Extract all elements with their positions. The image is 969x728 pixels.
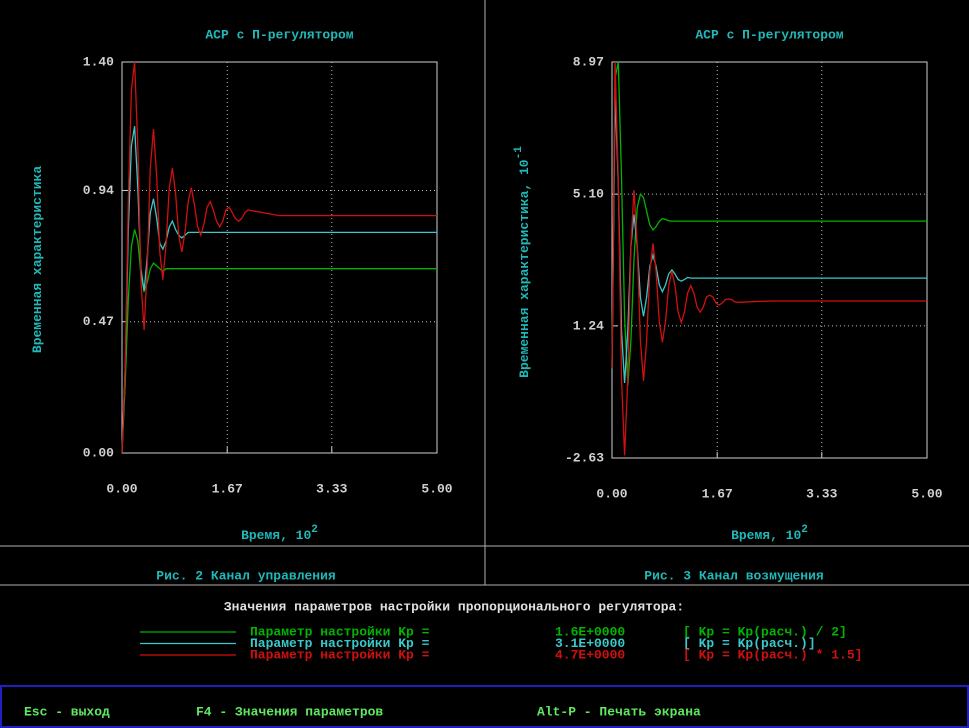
y-tick-label: -2.63 xyxy=(565,450,604,465)
y-tick-label: 0.47 xyxy=(83,314,114,329)
legend-value: 3.1E+0000 xyxy=(555,636,625,651)
y-tick-label: 1.24 xyxy=(573,318,604,333)
y-tick-label: 8.97 xyxy=(573,54,604,69)
x-axis-label-exp: 2 xyxy=(311,524,318,536)
x-axis-label: Время, 102 xyxy=(731,524,808,544)
footer-box xyxy=(0,685,969,728)
x-axis-label-text: Время, 10 xyxy=(731,528,801,543)
legend-note: [ Kp = Kp(расч.) / 2] xyxy=(683,624,847,639)
y-axis-label: Временная характеристика, 10-1 xyxy=(513,146,533,378)
y-tick-label: 0.94 xyxy=(83,183,114,198)
hotkey[interactable]: Alt-P - Печать экрана xyxy=(537,704,701,719)
x-tick-label: 3.33 xyxy=(316,481,347,496)
legend-note: [ Kp = Kp(расч.) * 1.5] xyxy=(683,647,862,662)
y-tick-label: 0.00 xyxy=(83,445,114,460)
y-axis-label-text: Временная характеристика xyxy=(30,166,45,353)
series-line xyxy=(121,126,437,454)
x-axis-label-text: Время, 10 xyxy=(241,528,311,543)
chart-title: АСР с П-регулятором xyxy=(205,27,353,42)
y-axis-label-exp: -1 xyxy=(513,146,525,160)
series-line xyxy=(121,229,437,454)
hotkey[interactable]: Esc - выход xyxy=(24,704,110,719)
figure-caption: Рис. 3 Канал возмущения xyxy=(644,568,823,583)
x-tick-label: 5.00 xyxy=(421,481,452,496)
series-line xyxy=(611,91,927,383)
hotkey[interactable]: F4 - Значения параметров xyxy=(196,704,383,719)
x-tick-label: 3.33 xyxy=(806,486,837,501)
series-line xyxy=(611,61,927,386)
legend-title: Значения параметров настройки пропорцион… xyxy=(224,599,684,614)
y-axis-label: Временная характеристика xyxy=(30,166,45,353)
x-tick-label: 0.00 xyxy=(596,486,627,501)
x-axis-label-exp: 2 xyxy=(801,524,808,536)
plot-frame xyxy=(121,61,438,454)
legend-label: Параметр настройки Kp = xyxy=(250,636,430,651)
plot-frame xyxy=(611,61,928,459)
chart-title: АСР с П-регулятором xyxy=(695,27,843,42)
x-tick-label: 1.67 xyxy=(212,481,243,496)
y-axis-label-text: Временная характеристика, 10 xyxy=(517,159,532,378)
legend-value: 1.6E+0000 xyxy=(555,624,625,639)
series-line xyxy=(121,61,437,454)
legend-label: Параметр настройки Kp = xyxy=(250,624,430,639)
x-axis-label: Время, 102 xyxy=(241,524,318,544)
legend-label: Параметр настройки Kp = xyxy=(250,647,430,662)
figure-caption: Рис. 2 Канал управления xyxy=(156,568,335,583)
x-tick-label: 5.00 xyxy=(911,486,942,501)
x-tick-label: 0.00 xyxy=(106,481,137,496)
series-line xyxy=(611,61,927,456)
x-tick-label: 1.67 xyxy=(702,486,733,501)
y-tick-label: 1.40 xyxy=(83,54,114,69)
legend-note: [ Kp = Kp(расч.)] xyxy=(683,636,816,651)
y-tick-label: 5.10 xyxy=(573,187,604,202)
legend-value: 4.7E+0000 xyxy=(555,647,625,662)
